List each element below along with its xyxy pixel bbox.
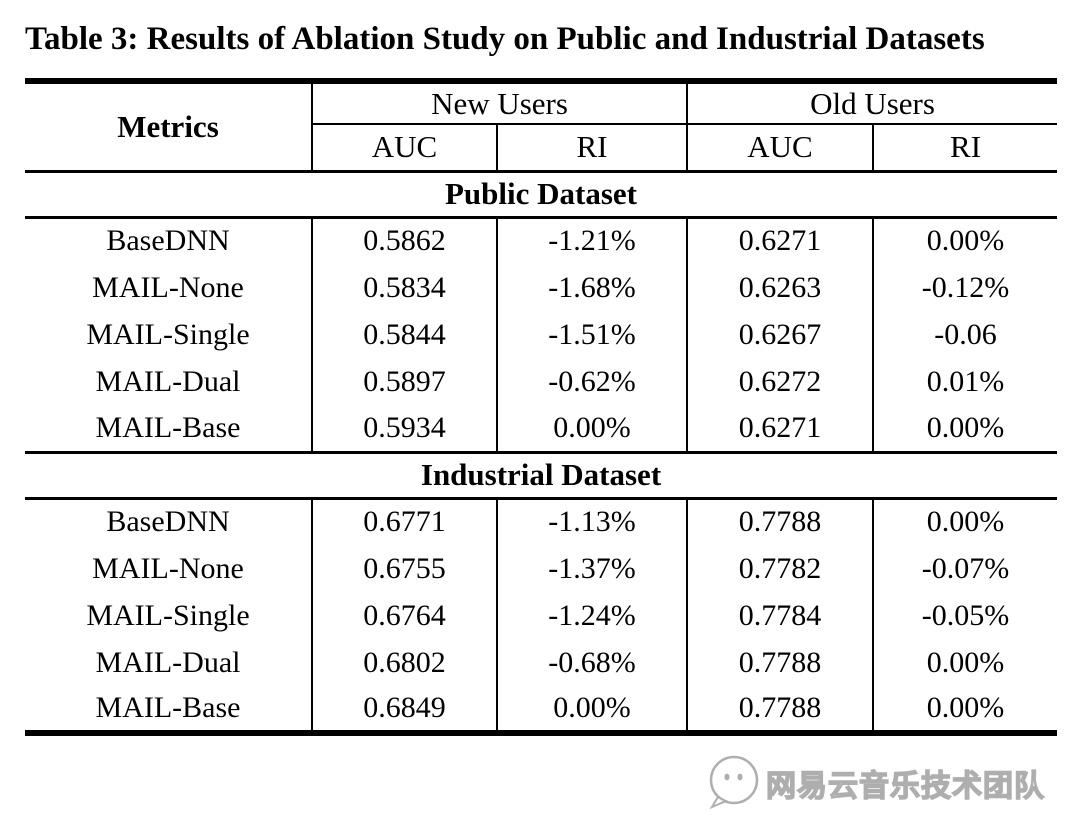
value-cell: 0.5934 <box>311 405 497 454</box>
value-cell: 0.00% <box>872 639 1058 686</box>
table-row: MAIL-None 0.6755 -1.37% 0.7782 -0.07% <box>25 545 1058 592</box>
table-row: MAIL-Dual 0.6802 -0.68% 0.7788 0.00% <box>25 639 1058 686</box>
value-cell: 0.00% <box>495 686 688 733</box>
value-cell: -1.24% <box>495 592 688 639</box>
value-cell: -0.06 <box>872 311 1058 358</box>
value-cell: 0.7788 <box>686 639 874 686</box>
new-users-ri-header: RI <box>495 124 688 173</box>
value-cell: 0.6755 <box>311 545 497 592</box>
value-cell: -0.07% <box>872 545 1058 592</box>
new-users-auc-header: AUC <box>311 124 497 173</box>
value-cell: 0.6267 <box>686 311 874 358</box>
metrics-column-header: Metrics <box>25 81 312 173</box>
value-cell: 0.6271 <box>686 217 874 264</box>
value-cell: -1.21% <box>495 217 688 264</box>
value-cell: 0.5844 <box>311 311 497 358</box>
value-cell: 0.7788 <box>686 686 874 733</box>
value-cell: -1.68% <box>495 264 688 311</box>
ablation-results-table: Metrics New Users Old Users AUC RI AUC R… <box>25 78 1058 736</box>
metric-cell: MAIL-Dual <box>95 364 241 398</box>
value-cell: 0.7784 <box>686 592 874 639</box>
table-row: MAIL-Base 0.6849 0.00% 0.7788 0.00% <box>25 686 1058 733</box>
metric-cell: MAIL-None <box>92 551 244 585</box>
netease-cloud-music-team-logo-icon <box>709 755 759 810</box>
metric-cell: MAIL-Dual <box>95 645 241 679</box>
section-header-row: Public Dataset <box>25 171 1058 219</box>
metric-cell: BaseDNN <box>106 224 230 258</box>
value-cell: 0.6271 <box>686 405 874 454</box>
value-cell: 0.7788 <box>686 498 874 545</box>
industrial-dataset-section-title: Industrial Dataset <box>25 452 1058 500</box>
table-row: MAIL-Base 0.5934 0.00% 0.6271 0.00% <box>25 405 1058 454</box>
value-cell: 0.6849 <box>311 686 497 733</box>
value-cell: -1.13% <box>495 498 688 545</box>
value-cell: 0.6802 <box>311 639 497 686</box>
new-users-group-header: New Users <box>310 81 688 125</box>
value-cell: 0.01% <box>872 358 1058 405</box>
table-caption: Table 3: Results of Ablation Study on Pu… <box>25 21 985 57</box>
value-cell: -1.37% <box>495 545 688 592</box>
metric-cell: MAIL-Base <box>25 405 312 454</box>
table-row: MAIL-Single 0.5844 -1.51% 0.6267 -0.06 <box>25 311 1058 358</box>
value-cell: -0.05% <box>872 592 1058 639</box>
value-cell: 0.5897 <box>311 358 497 405</box>
value-cell: 0.5862 <box>311 217 497 264</box>
old-users-auc-header: AUC <box>686 124 874 173</box>
header-group-row: Metrics New Users Old Users <box>25 81 1058 173</box>
value-cell: 0.6272 <box>686 358 874 405</box>
value-cell: 0.5834 <box>311 264 497 311</box>
table-row: BaseDNN 0.5862 -1.21% 0.6271 0.00% <box>25 217 1058 264</box>
value-cell: 0.00% <box>872 217 1058 264</box>
metric-cell: MAIL-Single <box>86 598 250 632</box>
metric-cell: MAIL-Base <box>95 691 241 724</box>
value-cell: -1.51% <box>495 311 688 358</box>
old-users-group-header: Old Users <box>686 81 1058 125</box>
value-cell: 0.00% <box>872 405 1058 454</box>
metric-cell: MAIL-None <box>92 270 244 304</box>
value-cell: 0.7782 <box>686 545 874 592</box>
table-row: BaseDNN 0.6771 -1.13% 0.7788 0.00% <box>25 498 1058 545</box>
watermark: 网易云音乐技术团队 <box>704 752 1045 814</box>
public-dataset-section-title: Public Dataset <box>25 171 1058 219</box>
value-cell: -0.62% <box>495 358 688 405</box>
value-cell: 0.6771 <box>311 498 497 545</box>
value-cell: 0.00% <box>872 686 1058 733</box>
value-cell: -0.12% <box>872 264 1058 311</box>
value-cell: 0.00% <box>872 498 1058 545</box>
old-users-ri-header: RI <box>872 124 1058 173</box>
table-row: MAIL-Single 0.6764 -1.24% 0.7784 -0.05% <box>25 592 1058 639</box>
table-row: MAIL-Dual 0.5897 -0.62% 0.6272 0.01% <box>25 358 1058 405</box>
section-header-row: Industrial Dataset <box>25 452 1058 500</box>
metric-cell: BaseDNN <box>106 505 230 539</box>
metric-cell: MAIL-Single <box>86 317 250 351</box>
value-cell: 0.6263 <box>686 264 874 311</box>
table-row: MAIL-None 0.5834 -1.68% 0.6263 -0.12% <box>25 264 1058 311</box>
header-sub-row: AUC RI AUC RI <box>25 124 1058 173</box>
value-cell: 0.6764 <box>311 592 497 639</box>
watermark-text: 网易云音乐技术团队 <box>765 768 1045 804</box>
value-cell: 0.00% <box>495 405 688 454</box>
value-cell: -0.68% <box>495 639 688 686</box>
